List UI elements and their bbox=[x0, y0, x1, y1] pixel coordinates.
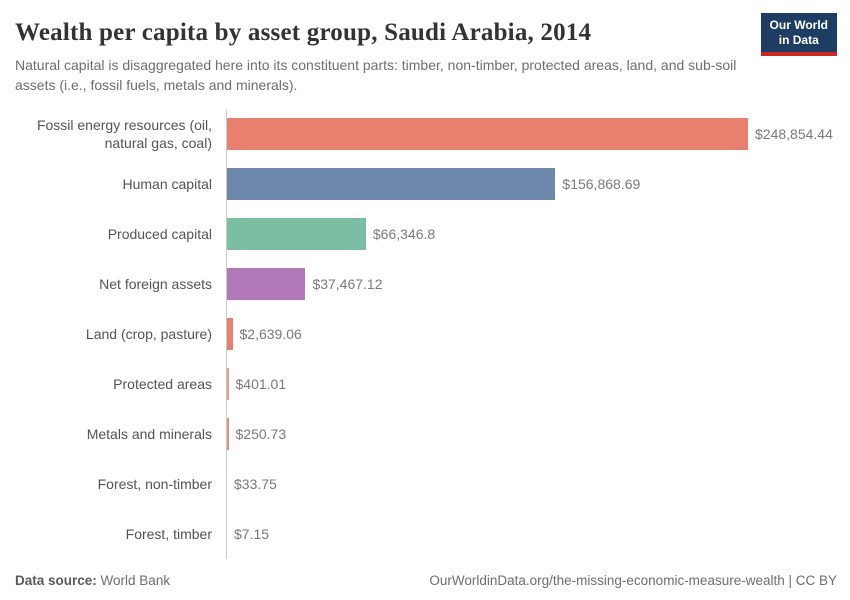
value-label: $37,467.12 bbox=[312, 275, 383, 292]
bar-row: Human capital $156,868.69 bbox=[15, 158, 837, 209]
chart-footer: Data source: World Bank OurWorldinData.o… bbox=[15, 567, 837, 588]
bar-zone: $2,639.06 bbox=[226, 308, 837, 359]
value-label: $401.01 bbox=[235, 375, 287, 392]
bar[interactable] bbox=[227, 117, 748, 150]
value-label: $66,346.8 bbox=[372, 225, 436, 242]
bar-zone: $248,854.44 bbox=[226, 108, 837, 159]
bar-row: Fossil energy resources (oil, natural ga… bbox=[15, 108, 837, 159]
bar-row: Net foreign assets $37,467.12 bbox=[15, 258, 837, 309]
bar[interactable] bbox=[227, 267, 306, 300]
category-label: Forest, timber bbox=[125, 525, 212, 542]
bar-zone: $37,467.12 bbox=[226, 258, 837, 309]
footer-link[interactable]: OurWorldinData.org/the-missing-economic-… bbox=[429, 573, 837, 588]
category-label: Forest, non-timber bbox=[97, 475, 212, 492]
bar[interactable] bbox=[227, 417, 229, 450]
bar-row: Forest, non-timber $33.75 bbox=[15, 458, 837, 509]
category-label: Produced capital bbox=[107, 225, 212, 242]
category-label: Human capital bbox=[122, 175, 213, 192]
data-source: Data source: World Bank bbox=[15, 573, 170, 588]
bar-zone: $156,868.69 bbox=[226, 158, 837, 209]
bar-zone: $33.75 bbox=[226, 458, 837, 509]
bar-row: Forest, timber $7.15 bbox=[15, 508, 837, 559]
category-label: Protected areas bbox=[113, 375, 212, 392]
chart-subtitle: Natural capital is disaggregated here in… bbox=[15, 57, 737, 93]
category-label: Net foreign assets bbox=[99, 275, 212, 292]
bar[interactable] bbox=[227, 217, 366, 250]
data-source-label: Data source: bbox=[15, 573, 97, 588]
data-source-value: World Bank bbox=[100, 573, 171, 588]
value-label: $156,868.69 bbox=[562, 175, 641, 192]
bar-row: Produced capital $66,346.8 bbox=[15, 208, 837, 259]
owid-logo-line2: in Data bbox=[778, 33, 819, 47]
category-label: Fossil energy resources (oil, natural ga… bbox=[36, 116, 212, 151]
bar[interactable] bbox=[227, 167, 556, 200]
bar-row: Protected areas $401.01 bbox=[15, 358, 837, 409]
value-label: $250.73 bbox=[235, 425, 287, 442]
bar-row: Land (crop, pasture) $2,639.06 bbox=[15, 308, 837, 359]
bar-zone: $66,346.8 bbox=[226, 208, 837, 259]
owid-logo-line1: Our World bbox=[769, 18, 828, 32]
value-label: $2,639.06 bbox=[239, 325, 302, 342]
value-label: $33.75 bbox=[234, 475, 277, 492]
chart-header: Wealth per capita by asset group, Saudi … bbox=[15, 13, 837, 96]
bar-row: Metals and minerals $250.73 bbox=[15, 408, 837, 459]
bar-chart: Fossil energy resources (oil, natural ga… bbox=[15, 108, 837, 559]
value-label: $7.15 bbox=[234, 525, 270, 542]
value-label: $248,854.44 bbox=[755, 125, 833, 142]
category-label: Metals and minerals bbox=[86, 425, 212, 442]
bar[interactable] bbox=[227, 317, 233, 350]
category-label: Land (crop, pasture) bbox=[85, 325, 212, 342]
owid-logo[interactable]: Our World in Data bbox=[760, 13, 837, 56]
page-title: Wealth per capita by asset group, Saudi … bbox=[15, 19, 592, 46]
bar-zone: $7.15 bbox=[226, 508, 837, 559]
bar[interactable] bbox=[227, 367, 229, 400]
bar-zone: $250.73 bbox=[226, 408, 837, 459]
bar-zone: $401.01 bbox=[226, 358, 837, 409]
